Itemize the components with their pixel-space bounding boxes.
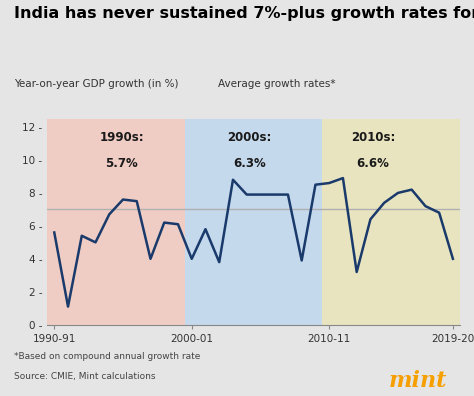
- Text: Year-on-year GDP growth (in %): Year-on-year GDP growth (in %): [14, 79, 179, 89]
- Text: 6.6%: 6.6%: [357, 157, 390, 170]
- Text: Average growth rates*: Average growth rates*: [218, 79, 336, 89]
- Text: 5.7%: 5.7%: [105, 157, 138, 170]
- Text: India has never sustained 7%-plus growth rates for long: India has never sustained 7%-plus growth…: [14, 6, 474, 21]
- Text: 1990s:: 1990s:: [100, 131, 144, 143]
- Text: *Based on compound annual growth rate: *Based on compound annual growth rate: [14, 352, 201, 362]
- Bar: [185, 119, 322, 325]
- Text: 6.3%: 6.3%: [233, 157, 266, 170]
- Bar: [322, 119, 460, 325]
- Text: Source: CMIE, Mint calculations: Source: CMIE, Mint calculations: [14, 372, 156, 381]
- Bar: [47, 119, 185, 325]
- Text: 2010s:: 2010s:: [351, 131, 395, 143]
- Text: mint: mint: [389, 370, 447, 392]
- Text: 2000s:: 2000s:: [227, 131, 272, 143]
